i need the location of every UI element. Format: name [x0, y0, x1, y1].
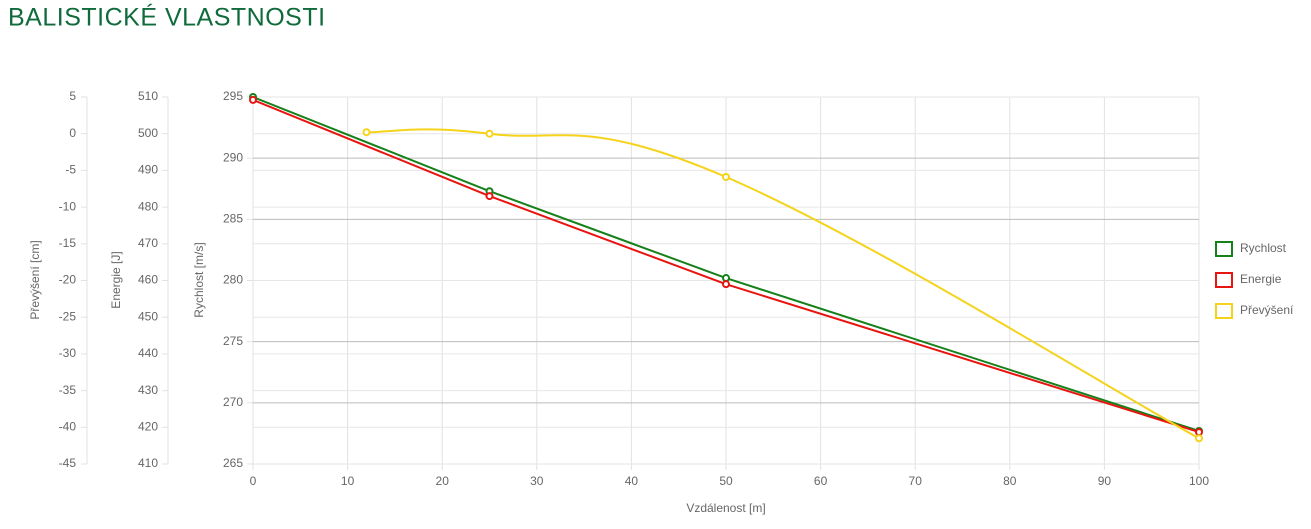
point — [485, 192, 494, 201]
x-tick-label: 50 — [719, 474, 733, 488]
y-tick-label: 440 — [138, 346, 158, 360]
x-tick-label: 10 — [341, 474, 355, 488]
y-tick-label: 5 — [69, 89, 76, 103]
y-tick-label: 470 — [138, 236, 158, 250]
y-tick-label: 285 — [223, 212, 243, 226]
y-tick-label: 270 — [223, 395, 243, 409]
y-tick-label: 430 — [138, 383, 158, 397]
y-tick-label: 500 — [138, 126, 158, 140]
y-tick-label: 410 — [138, 456, 158, 470]
y-tick-label: -30 — [59, 346, 77, 360]
x-tick-label: 80 — [1003, 474, 1017, 488]
y-tick-label: 0 — [69, 126, 76, 140]
point — [1195, 434, 1203, 443]
y-tick-label: 295 — [223, 89, 243, 103]
x-tick-label: 30 — [530, 474, 544, 488]
y-tick-label: -45 — [59, 456, 77, 470]
y-tick-label: 480 — [138, 199, 158, 213]
point — [485, 129, 494, 138]
y-tick-label: 450 — [138, 309, 158, 323]
y-tick-label: 290 — [223, 150, 243, 164]
series-line — [366, 128, 1200, 440]
y-tick-label: -20 — [59, 273, 77, 287]
y-tick-label: 420 — [138, 419, 158, 433]
x-tick-label: 100 — [1189, 474, 1209, 488]
x-tick-label: 0 — [250, 474, 257, 488]
point — [722, 173, 730, 182]
x-axis-title: Vzdálenost [m] — [686, 501, 765, 515]
y-tick-label: 490 — [138, 163, 158, 177]
x-tick-label: 90 — [1098, 474, 1112, 488]
x-tick-label: 40 — [625, 474, 639, 488]
y-tick-label: 460 — [138, 273, 158, 287]
point — [249, 95, 257, 104]
x-tick-label: 20 — [436, 474, 450, 488]
y-axis-title: Rychlost [m/s] — [192, 242, 206, 317]
y-tick-label: -10 — [59, 199, 77, 213]
y-tick-label: -5 — [65, 163, 76, 177]
y-tick-label: -40 — [59, 419, 77, 433]
x-tick-label: 60 — [814, 474, 828, 488]
legend-label: Energie — [1240, 272, 1282, 286]
y-tick-label: -15 — [59, 236, 77, 250]
point — [722, 280, 730, 289]
series-line — [252, 99, 1200, 434]
y-tick-label: -25 — [59, 309, 77, 323]
series-line — [252, 96, 1200, 432]
y-tick-label: 280 — [223, 273, 243, 287]
y-axis-title: Energie [J] — [109, 251, 123, 308]
legend-swatch — [1215, 303, 1233, 319]
legend-swatch — [1215, 272, 1233, 288]
chart-title: BALISTICKÉ VLASTNOSTI — [8, 3, 326, 32]
legend-swatch — [1215, 241, 1233, 257]
legend-label: Převýšení — [1240, 303, 1294, 317]
x-tick-label: 70 — [909, 474, 923, 488]
legend-label: Rychlost — [1240, 241, 1287, 255]
y-tick-label: -35 — [59, 383, 77, 397]
y-tick-label: 510 — [138, 89, 158, 103]
y-tick-label: 265 — [223, 456, 243, 470]
point — [1195, 428, 1203, 437]
y-axis-title: Převýšení [cm] — [28, 240, 42, 319]
point — [722, 274, 730, 283]
y-tick-label: 275 — [223, 334, 243, 348]
point — [362, 128, 371, 137]
